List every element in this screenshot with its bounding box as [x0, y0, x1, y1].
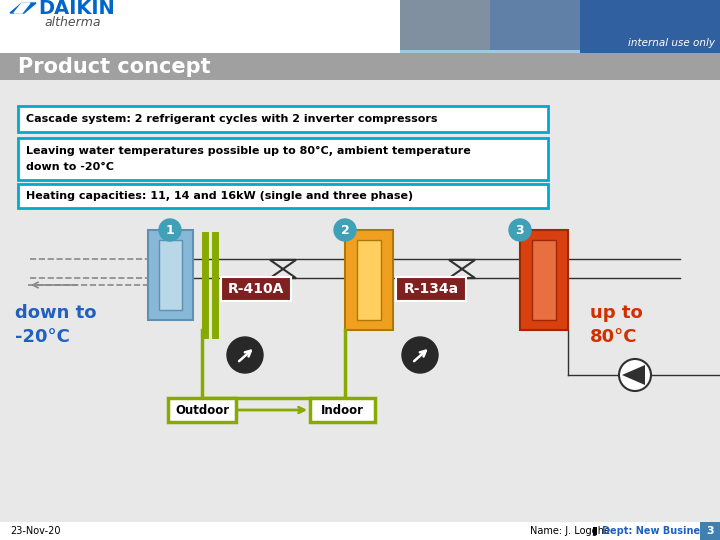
Text: R-134a: R-134a: [403, 282, 459, 296]
Bar: [580, 0, 720, 53]
Text: internal use only: internal use only: [628, 38, 715, 48]
Bar: [700, 522, 720, 540]
Text: 2: 2: [341, 224, 349, 237]
Text: Indoor: Indoor: [320, 403, 364, 416]
Text: R-410A: R-410A: [228, 282, 284, 296]
Text: altherma: altherma: [44, 16, 101, 29]
FancyBboxPatch shape: [310, 398, 375, 422]
Circle shape: [334, 219, 356, 241]
Circle shape: [402, 337, 438, 373]
FancyBboxPatch shape: [396, 277, 466, 301]
Bar: [345, 230, 393, 330]
Text: Outdoor: Outdoor: [175, 403, 229, 416]
Bar: [532, 240, 556, 320]
Text: up to
80°C: up to 80°C: [590, 304, 643, 346]
Bar: [0, 0, 400, 53]
Bar: [148, 230, 193, 320]
Polygon shape: [622, 365, 645, 385]
Text: Product concept: Product concept: [18, 57, 211, 77]
Text: DAIKIN: DAIKIN: [38, 0, 114, 17]
Bar: [593, 527, 597, 535]
Bar: [490, 0, 580, 50]
Circle shape: [509, 219, 531, 241]
Circle shape: [227, 337, 263, 373]
FancyBboxPatch shape: [18, 138, 548, 180]
Bar: [400, 0, 580, 53]
Text: Leaving water temperatures possible up to 80°C, ambient temperature: Leaving water temperatures possible up t…: [26, 146, 471, 156]
FancyBboxPatch shape: [18, 184, 548, 208]
Bar: [0, 80, 720, 522]
Text: 3: 3: [516, 224, 524, 237]
Bar: [0, 522, 720, 540]
Text: 1: 1: [166, 224, 174, 237]
Bar: [0, 53, 720, 80]
Text: down to
-20°C: down to -20°C: [15, 304, 96, 346]
FancyBboxPatch shape: [168, 398, 236, 422]
Bar: [520, 230, 568, 330]
FancyBboxPatch shape: [221, 277, 291, 301]
Bar: [400, 0, 490, 50]
Circle shape: [619, 359, 651, 391]
Bar: [159, 240, 182, 310]
Text: Name: J. Logghe: Name: J. Logghe: [530, 526, 610, 536]
Text: Cascade system: 2 refrigerant cycles with 2 inverter compressors: Cascade system: 2 refrigerant cycles wit…: [26, 114, 438, 124]
Text: 3: 3: [706, 526, 714, 536]
Text: 23-Nov-20: 23-Nov-20: [10, 526, 60, 536]
Polygon shape: [14, 3, 30, 13]
Bar: [357, 240, 381, 320]
Text: down to -20°C: down to -20°C: [26, 162, 114, 172]
Circle shape: [159, 219, 181, 241]
Text: Heating capacities: 11, 14 and 16kW (single and three phase): Heating capacities: 11, 14 and 16kW (sin…: [26, 191, 413, 201]
FancyBboxPatch shape: [18, 106, 548, 132]
Text: Dept: New Business: Dept: New Business: [602, 526, 711, 536]
Polygon shape: [10, 3, 36, 13]
